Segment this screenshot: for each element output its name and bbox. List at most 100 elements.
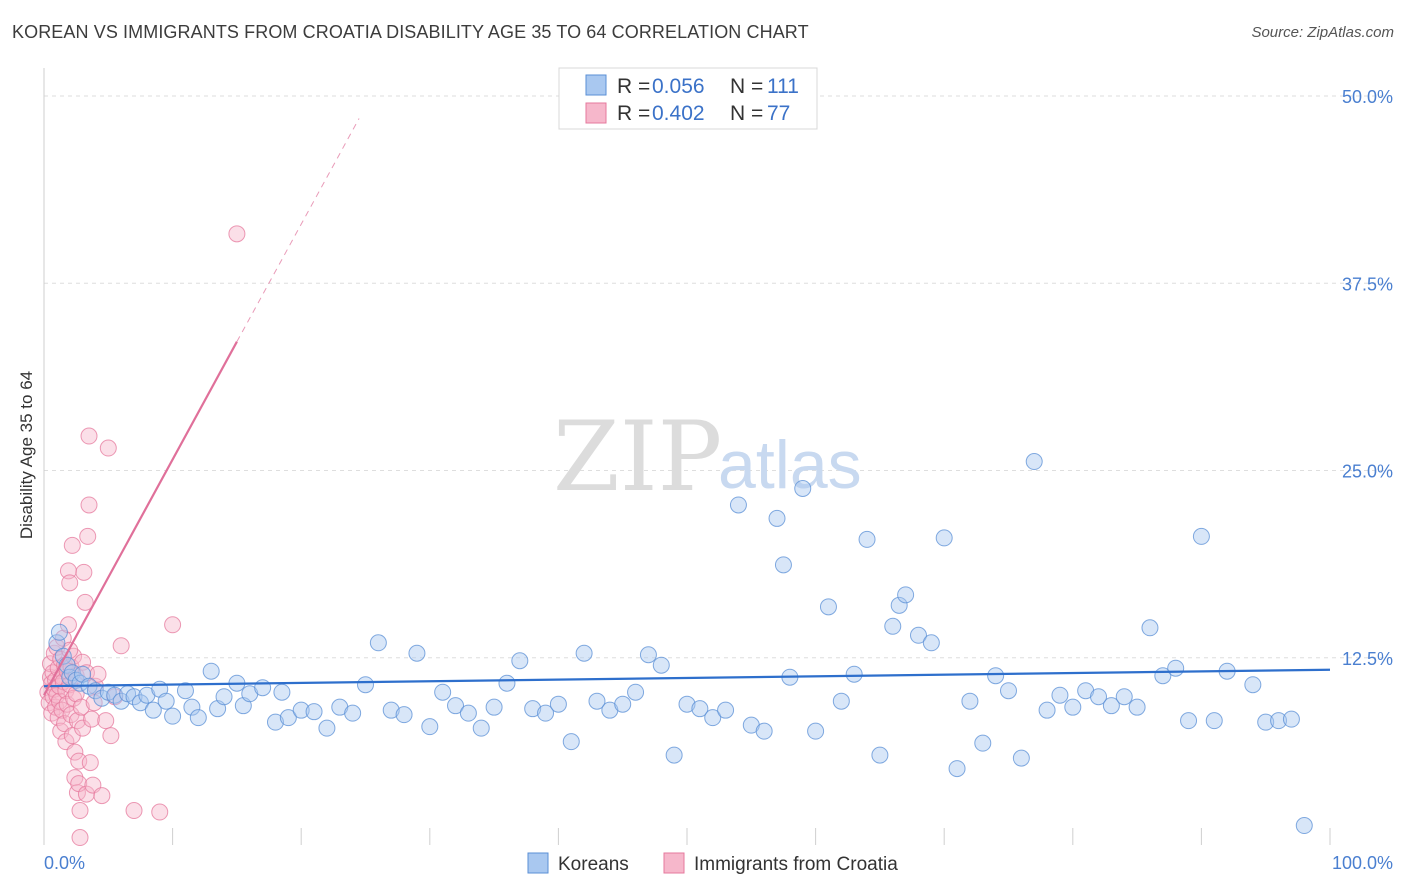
korean-point-109 <box>1205 712 1223 730</box>
korean-point-37 <box>305 703 323 721</box>
korean-point-67 <box>691 700 709 718</box>
y-tick-label-2: 37.5% <box>1342 274 1393 294</box>
korean-point-40 <box>344 704 362 722</box>
korean-point-94 <box>1012 749 1030 767</box>
croatia-point-44 <box>68 784 86 802</box>
croatia-trendline <box>43 341 238 696</box>
korean-point-19 <box>144 701 162 719</box>
croatia-point-71 <box>112 637 130 655</box>
legend-r-value-2: 0.402 <box>652 102 705 125</box>
korean-point-76 <box>794 479 812 497</box>
korean-point-83 <box>884 617 902 635</box>
korean-point-72 <box>755 722 773 740</box>
croatia-point-59 <box>80 427 98 445</box>
korean-point-77 <box>807 722 825 740</box>
korean-point-73 <box>768 509 786 527</box>
korean-point-57 <box>562 733 580 751</box>
watermark: ZIP atlas <box>553 401 862 513</box>
croatia-point-50 <box>72 698 90 716</box>
korean-point-102 <box>1115 688 1133 706</box>
korean-point-81 <box>858 530 876 548</box>
watermark-zip: ZIP <box>553 401 722 513</box>
legend-n-value-2: 77 <box>767 102 790 125</box>
korean-point-42 <box>369 634 387 652</box>
korean-point-22 <box>164 707 182 725</box>
korean-point-52 <box>498 674 516 692</box>
croatia-point-69 <box>102 727 120 745</box>
korean-point-44 <box>395 706 413 724</box>
korean-point-41 <box>357 676 374 694</box>
croatia-point-75 <box>228 225 246 243</box>
croatia-point-54 <box>76 593 94 611</box>
legend-n-label-1: N = <box>730 75 763 98</box>
korean-point-55 <box>537 704 555 722</box>
trendlines <box>43 118 1331 696</box>
korean-point-88 <box>935 529 953 547</box>
korean-point-28 <box>215 688 233 706</box>
korean-point-111 <box>1244 676 1262 694</box>
bottom-legend-koreans: Koreans <box>558 854 629 875</box>
croatia-point-67 <box>97 712 115 730</box>
korean-point-97 <box>1051 686 1069 704</box>
korean-point-85 <box>897 586 915 604</box>
korean-point-93 <box>1000 682 1017 700</box>
legend: R = 0.056 N = 111 R = 0.402 N = 77 <box>558 67 818 130</box>
korean-point-38 <box>318 719 336 737</box>
croatia-point-58 <box>80 496 98 514</box>
croatia-point-60 <box>81 754 99 772</box>
korean-point-63 <box>639 646 657 664</box>
korean-point-36 <box>292 701 310 719</box>
korean-point-62 <box>627 683 645 701</box>
korean-point-61 <box>614 695 632 713</box>
bottom-legend-croatia: Immigrants from Croatia <box>694 854 898 875</box>
korean-point-92 <box>987 667 1005 685</box>
watermark-atlas: atlas <box>718 427 862 503</box>
croatia-point-40 <box>66 743 84 761</box>
korean-point-114 <box>1282 710 1300 728</box>
korean-point-87 <box>922 634 940 652</box>
korean-point-104 <box>1141 619 1159 637</box>
bottom-legend: Koreans Immigrants from Croatia <box>527 852 898 875</box>
korean-point-74 <box>774 556 792 574</box>
y-axis-tick-labels: 12.5% 25.0% 37.5% 50.0% <box>1342 87 1393 669</box>
korean-point-106 <box>1167 659 1185 677</box>
korean-point-59 <box>588 692 606 710</box>
x-axis-ticks <box>43 828 1331 845</box>
korean-point-26 <box>202 662 220 680</box>
korean-point-103 <box>1128 698 1146 716</box>
korean-point-34 <box>273 683 291 701</box>
korean-point-53 <box>511 652 529 670</box>
korean-point-56 <box>549 695 567 713</box>
y-tick-label-3: 50.0% <box>1342 87 1393 107</box>
croatia-trendline-extension <box>236 118 360 342</box>
korean-point-66 <box>678 695 696 713</box>
croatia-point-33 <box>61 574 79 592</box>
croatia-point-49 <box>71 829 89 847</box>
korean-point-68 <box>704 709 722 727</box>
croatia-point-65 <box>89 665 107 683</box>
chart-title: KOREAN VS IMMIGRANTS FROM CROATIA DISABI… <box>12 22 809 42</box>
croatia-points <box>39 225 246 847</box>
legend-swatch-croatia <box>585 102 607 124</box>
source-label: Source: ZipAtlas.com <box>1251 24 1394 41</box>
y-tick-label-1: 25.0% <box>1342 462 1393 482</box>
korean-point-100 <box>1090 688 1108 706</box>
bottom-legend-swatch-koreans <box>527 852 549 874</box>
korean-point-65 <box>665 746 683 764</box>
korean-point-69 <box>717 701 735 719</box>
croatia-point-24 <box>56 715 74 733</box>
korean-point-108 <box>1192 527 1210 545</box>
x-tick-label-max: 100.0% <box>1332 853 1393 873</box>
koreans-trendline <box>43 668 1331 688</box>
y-tick-label-0: 12.5% <box>1342 649 1393 669</box>
korean-point-1 <box>50 623 68 641</box>
korean-point-33 <box>266 713 284 731</box>
x-tick-label-min: 0.0% <box>44 853 85 873</box>
croatia-point-68 <box>99 439 117 457</box>
croatia-point-57 <box>79 527 97 545</box>
legend-r-label-2: R = <box>617 102 650 125</box>
korean-point-11 <box>93 689 111 707</box>
croatia-point-61 <box>83 710 101 728</box>
legend-r-value-1: 0.056 <box>652 75 705 98</box>
